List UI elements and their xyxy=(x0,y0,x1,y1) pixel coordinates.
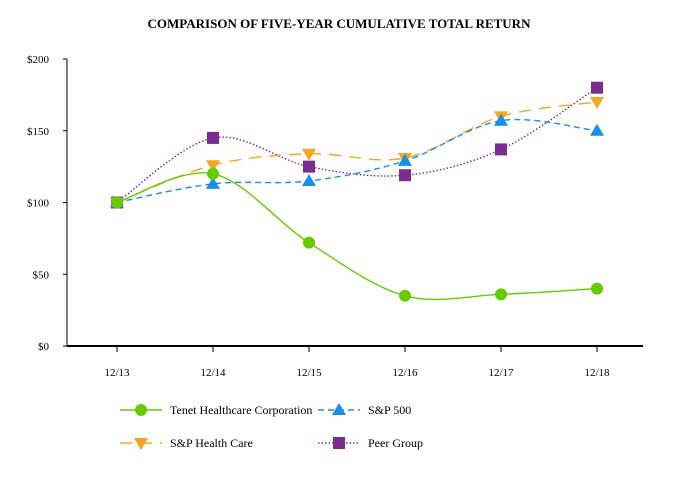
data-point-tenet-healthcare-corporation xyxy=(111,196,123,209)
y-tick-label: $50 xyxy=(33,269,50,281)
legend-label: S&P 500 xyxy=(368,403,411,417)
y-tick-label: $0 xyxy=(38,341,50,353)
series-line-tenet-healthcare-corporation xyxy=(116,172,598,301)
data-point-s-p-500 xyxy=(398,153,412,166)
x-tick-label: 12/18 xyxy=(584,367,610,379)
data-point-peer-group xyxy=(207,131,219,144)
x-tick-label: 12/16 xyxy=(392,367,418,379)
series-line-peer-group xyxy=(116,87,598,204)
x-tick-label: 12/14 xyxy=(200,367,226,379)
legend-marker xyxy=(332,403,346,415)
x-tick-label: 12/13 xyxy=(104,367,130,379)
legend-label: Peer Group xyxy=(368,436,423,450)
series-line-s-p-health-care xyxy=(116,101,598,204)
legend-item: Peer Group xyxy=(318,436,423,450)
legend-item: S&P 500 xyxy=(318,403,411,417)
y-tick-label: $200 xyxy=(27,54,50,66)
legend-item: Tenet Healthcare Corporation xyxy=(120,403,312,417)
legend-marker xyxy=(134,438,148,450)
legend-marker xyxy=(135,404,147,416)
data-point-tenet-healthcare-corporation xyxy=(207,167,219,180)
series-line-s-p-500 xyxy=(116,118,598,204)
x-tick-label: 12/15 xyxy=(296,367,322,379)
data-point-peer-group xyxy=(495,143,507,156)
legend-item: S&P Health Care xyxy=(120,436,253,450)
y-tick-label: $150 xyxy=(27,126,50,138)
data-point-s-p-500 xyxy=(206,176,220,189)
data-point-tenet-healthcare-corporation xyxy=(399,289,411,302)
data-point-tenet-healthcare-corporation xyxy=(303,236,315,249)
data-point-s-p-500 xyxy=(590,123,604,136)
data-point-peer-group xyxy=(591,81,603,94)
data-point-s-p-health-care xyxy=(302,148,316,161)
data-point-peer-group xyxy=(399,169,411,182)
chart-title: COMPARISON OF FIVE-YEAR CUMULATIVE TOTAL… xyxy=(148,16,532,31)
data-point-tenet-healthcare-corporation xyxy=(495,288,507,301)
x-tick-label: 12/17 xyxy=(488,367,514,379)
legend-label: Tenet Healthcare Corporation xyxy=(170,403,312,417)
data-point-s-p-health-care xyxy=(206,160,220,173)
data-point-tenet-healthcare-corporation xyxy=(591,282,603,295)
y-tick-label: $100 xyxy=(27,198,50,210)
data-point-s-p-health-care xyxy=(590,97,604,110)
legend-marker xyxy=(333,437,345,449)
data-point-peer-group xyxy=(303,160,315,173)
data-point-s-p-500 xyxy=(302,173,316,186)
legend-label: S&P Health Care xyxy=(170,436,253,450)
data-point-s-p-500 xyxy=(494,113,508,126)
